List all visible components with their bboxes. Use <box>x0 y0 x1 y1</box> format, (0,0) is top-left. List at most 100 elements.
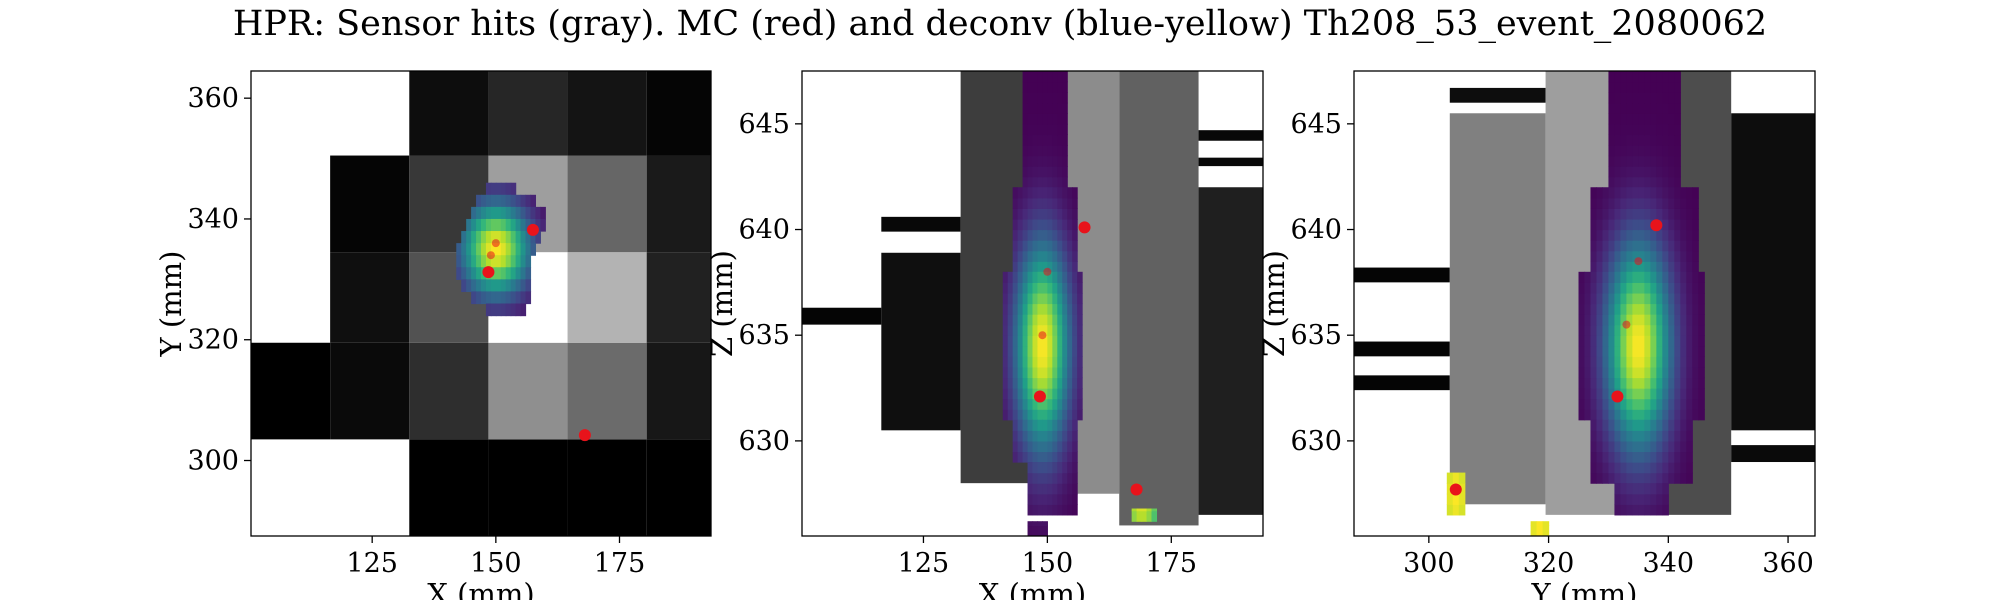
deconv-cell <box>1650 292 1657 305</box>
deconv-cell <box>1062 166 1068 178</box>
deconv-cell <box>1596 356 1604 368</box>
deconv-cell <box>1596 451 1604 463</box>
deconv-cell <box>1047 472 1053 484</box>
deconv-cell <box>1692 271 1699 283</box>
deconv-cell <box>1022 282 1029 294</box>
deconv-cell <box>1047 113 1053 125</box>
deconv-cell <box>1650 271 1657 283</box>
deconv-cell <box>1032 71 1039 83</box>
deconv-cell <box>1052 176 1058 188</box>
deconv-cell <box>1638 187 1645 199</box>
deconv-cell <box>1680 250 1687 262</box>
deconv-cell <box>1012 229 1019 241</box>
deconv-cell <box>1608 440 1616 453</box>
deconv-cell <box>1062 493 1068 505</box>
deconv-cell <box>1620 176 1628 188</box>
deconv-cell <box>1626 324 1633 336</box>
deconv-cell <box>1072 282 1078 294</box>
deconv-cell <box>1017 271 1024 283</box>
deconv-cell <box>1057 324 1063 336</box>
deconv-cell <box>1626 102 1633 114</box>
deconv-cell <box>1668 335 1675 347</box>
deconv-cell <box>1032 81 1039 93</box>
deconv-cell <box>471 243 477 256</box>
deconv-cell <box>1698 377 1705 389</box>
deconv-cell <box>520 206 527 220</box>
deconv-cell <box>1674 208 1681 220</box>
sensor-hit-cell <box>1354 267 1450 283</box>
deconv-cell <box>1626 292 1633 305</box>
deconv-cell <box>1027 197 1034 209</box>
y-tick-label: 320 <box>187 325 239 356</box>
deconv-cell <box>1017 419 1024 431</box>
deconv-cell <box>1067 303 1073 315</box>
deconv-cell <box>1047 366 1053 379</box>
deconv-cell <box>1686 409 1693 421</box>
deconv-cell <box>1620 377 1628 389</box>
deconv-cell <box>1686 314 1693 326</box>
deconv-cell <box>485 243 492 256</box>
deconv-cell <box>1042 92 1048 104</box>
deconv-cell <box>1596 218 1604 231</box>
plot-area <box>251 71 711 536</box>
deconv-cell <box>1656 356 1663 368</box>
deconv-cell <box>1047 155 1053 167</box>
deconv-cell <box>1136 508 1143 512</box>
deconv-cell <box>1042 440 1048 453</box>
deconv-cell <box>1656 123 1663 136</box>
deconv-cell <box>476 243 482 256</box>
deconv-cell <box>495 267 502 280</box>
deconv-cell <box>1638 335 1645 347</box>
deconv-cell <box>1017 303 1024 315</box>
deconv-cell <box>1626 409 1633 421</box>
deconv-cell <box>1662 176 1669 188</box>
deconv-cell <box>1037 113 1044 125</box>
deconv-cell <box>1452 472 1460 484</box>
deconv-cell <box>1650 366 1657 379</box>
deconv-cell <box>1037 472 1044 484</box>
deconv-cell <box>1692 366 1699 379</box>
deconv-cell <box>1602 409 1610 421</box>
deconv-cell <box>1632 335 1639 347</box>
sensor-hit-cell <box>646 342 711 440</box>
deconv-cell <box>1602 197 1610 209</box>
sensor-hit-cell <box>409 71 489 156</box>
deconv-cell <box>505 182 512 196</box>
deconv-cell <box>1057 345 1063 357</box>
deconv-cell <box>1638 419 1645 431</box>
deconv-cell <box>1141 508 1148 512</box>
deconv-cell <box>1650 430 1657 442</box>
deconv-cell <box>1017 440 1024 453</box>
deconv-cell <box>500 218 507 232</box>
deconv-cell <box>530 243 537 256</box>
deconv-cell <box>1057 92 1063 104</box>
deconv-cell <box>1062 71 1068 83</box>
deconv-cell <box>1037 218 1044 231</box>
deconv-cell <box>1590 345 1598 357</box>
deconv-cell <box>1037 71 1044 83</box>
deconv-cell <box>1057 398 1063 410</box>
deconv-cell <box>1650 377 1657 389</box>
deconv-cell <box>1596 282 1604 294</box>
deconv-cell <box>1614 282 1622 294</box>
deconv-cell <box>1620 303 1628 315</box>
deconv-cell <box>500 194 507 208</box>
deconv-cell <box>1620 440 1628 453</box>
deconv-cell <box>1638 71 1645 83</box>
deconv-cell <box>1012 314 1019 326</box>
deconv-cell <box>495 279 502 293</box>
deconv-cell <box>1042 356 1048 368</box>
deconv-cell <box>1650 81 1657 93</box>
deconv-cell <box>1656 303 1663 315</box>
deconv-cell <box>1007 398 1014 410</box>
deconv-cell <box>1042 521 1048 527</box>
deconv-cell <box>1007 303 1014 315</box>
deconv-cell <box>466 267 472 280</box>
sensor-hit-cell <box>1198 130 1263 141</box>
deconv-cell <box>1042 155 1048 167</box>
deconv-cell <box>1632 430 1639 442</box>
deconv-cell <box>1602 314 1610 326</box>
deconv-cell <box>1590 261 1598 273</box>
deconv-cell <box>1662 483 1669 495</box>
